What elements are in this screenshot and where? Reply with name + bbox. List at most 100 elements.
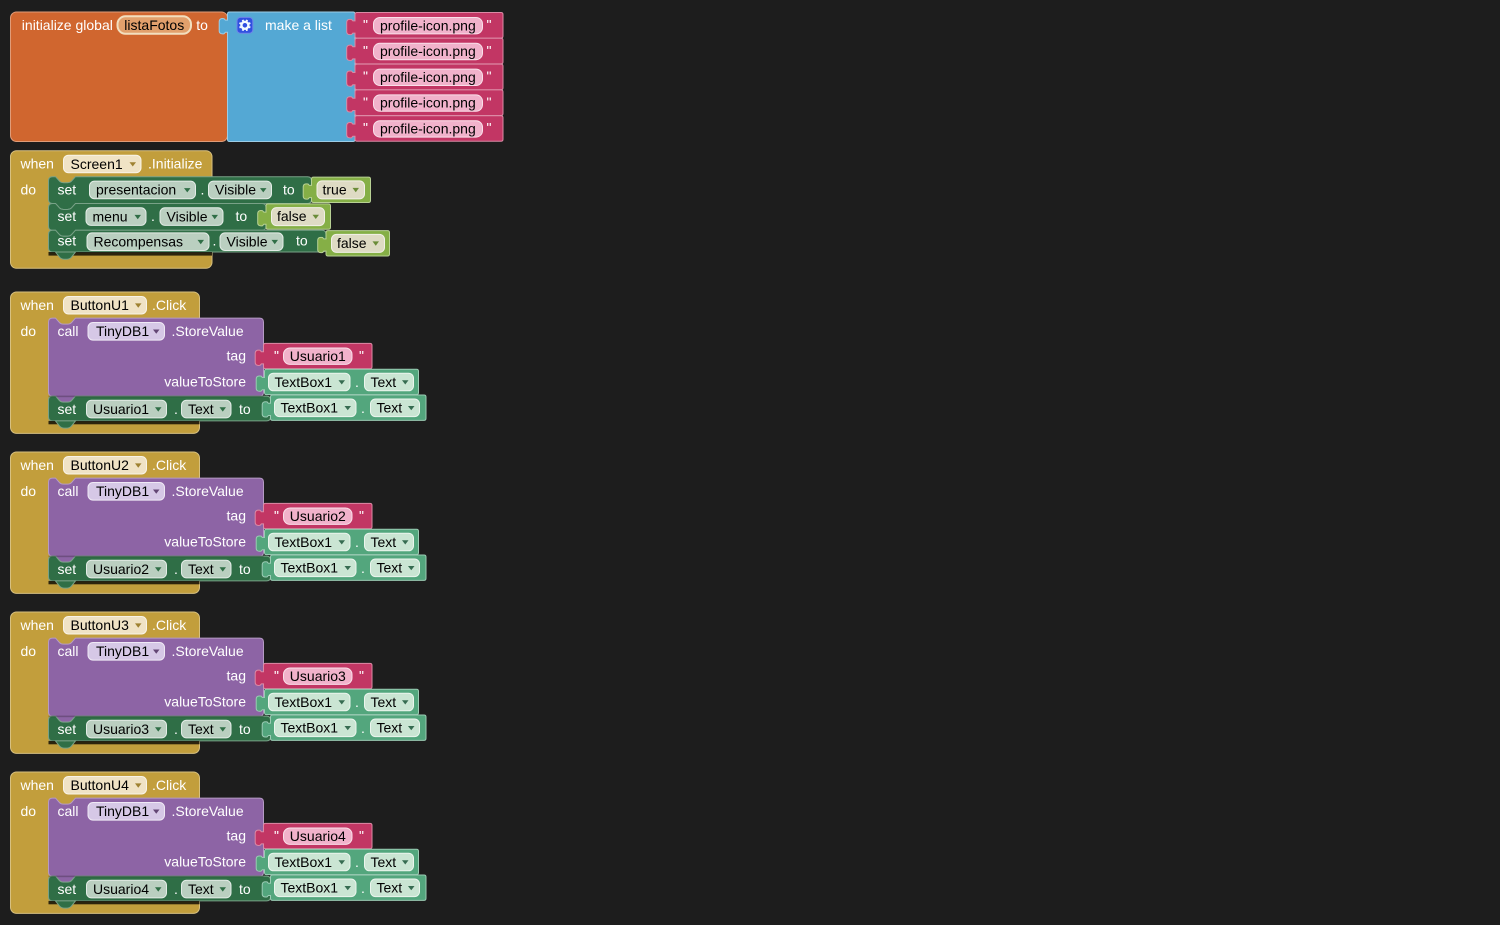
svg-text:profile-icon.png: profile-icon.png [380, 121, 476, 137]
svg-text:.: . [361, 400, 365, 416]
svg-text:Usuario3: Usuario3 [93, 721, 149, 737]
svg-text:": " [359, 827, 364, 843]
svg-text:.: . [361, 560, 365, 576]
svg-text:.: . [151, 208, 155, 224]
svg-text:.StoreValue: .StoreValue [172, 803, 244, 819]
svg-text:do: do [21, 803, 37, 819]
svg-text:set: set [58, 881, 77, 897]
svg-text:ButtonU4: ButtonU4 [71, 777, 130, 793]
svg-text:.: . [355, 694, 359, 710]
svg-text:TextBox1: TextBox1 [275, 694, 333, 710]
svg-text:call: call [58, 803, 79, 819]
svg-text:Usuario1: Usuario1 [93, 401, 149, 417]
svg-text:.: . [201, 182, 205, 198]
svg-text:.: . [355, 374, 359, 390]
svg-text:tag: tag [227, 668, 246, 684]
svg-text:call: call [58, 323, 79, 339]
svg-text:TextBox1: TextBox1 [281, 400, 339, 416]
svg-text:": " [487, 94, 492, 110]
svg-text:Text: Text [377, 560, 403, 576]
svg-text:": " [274, 347, 279, 363]
svg-text:to: to [239, 401, 251, 417]
svg-text:to: to [196, 17, 208, 33]
svg-text:.: . [174, 401, 178, 417]
svg-text:": " [359, 347, 364, 363]
svg-text:Text: Text [188, 721, 214, 737]
svg-text:": " [363, 120, 368, 136]
svg-text:when: when [20, 156, 54, 172]
svg-text:profile-icon.png: profile-icon.png [380, 95, 476, 111]
svg-text:Text: Text [188, 561, 214, 577]
svg-text:valueToStore: valueToStore [164, 694, 246, 710]
svg-text:.: . [174, 881, 178, 897]
svg-text:Usuario1: Usuario1 [290, 348, 346, 364]
svg-text:tag: tag [227, 348, 246, 364]
svg-text:menu: menu [93, 209, 128, 225]
svg-text:TextBox1: TextBox1 [281, 880, 339, 896]
svg-text:ButtonU1: ButtonU1 [71, 297, 130, 313]
svg-text:TinyDB1: TinyDB1 [96, 803, 149, 819]
svg-text:do: do [21, 643, 37, 659]
svg-text:.StoreValue: .StoreValue [172, 643, 244, 659]
svg-text:": " [487, 17, 492, 33]
svg-text:set: set [58, 721, 77, 737]
svg-text:.Click: .Click [152, 297, 187, 313]
svg-text:": " [363, 94, 368, 110]
svg-text:to: to [239, 721, 251, 737]
svg-text:to: to [236, 208, 248, 224]
svg-text:TextBox1: TextBox1 [275, 534, 333, 550]
svg-text:profile-icon.png: profile-icon.png [380, 43, 476, 59]
svg-text:call: call [58, 483, 79, 499]
svg-text:.Click: .Click [152, 457, 187, 473]
svg-text:TinyDB1: TinyDB1 [96, 483, 149, 499]
svg-text:tag: tag [227, 828, 246, 844]
svg-text:do: do [21, 483, 37, 499]
svg-text:do: do [21, 323, 37, 339]
svg-text:when: when [20, 457, 54, 473]
svg-text:.: . [361, 720, 365, 736]
svg-text:listaFotos: listaFotos [124, 17, 184, 33]
svg-text:when: when [20, 617, 54, 633]
svg-text:call: call [58, 643, 79, 659]
svg-text:ButtonU2: ButtonU2 [71, 457, 130, 473]
svg-text:TinyDB1: TinyDB1 [96, 323, 149, 339]
svg-text:false: false [277, 208, 307, 224]
svg-text:.: . [355, 534, 359, 550]
svg-text:": " [274, 827, 279, 843]
svg-text:profile-icon.png: profile-icon.png [380, 69, 476, 85]
svg-text:.Initialize: .Initialize [148, 156, 203, 172]
svg-text:.Click: .Click [152, 777, 187, 793]
svg-text:Text: Text [188, 401, 214, 417]
svg-text:.: . [361, 880, 365, 896]
svg-text:TextBox1: TextBox1 [281, 560, 339, 576]
svg-text:Usuario4: Usuario4 [93, 881, 149, 897]
svg-text:TextBox1: TextBox1 [275, 374, 333, 390]
svg-text:.StoreValue: .StoreValue [172, 323, 244, 339]
svg-text:.Click: .Click [152, 617, 187, 633]
svg-text:set: set [58, 233, 77, 249]
svg-text:Recompensas: Recompensas [94, 234, 184, 250]
svg-text:false: false [337, 235, 367, 251]
svg-text:.: . [174, 561, 178, 577]
svg-text:Visible: Visible [167, 209, 208, 225]
svg-text:Text: Text [377, 720, 403, 736]
svg-text:set: set [58, 208, 77, 224]
svg-text:set: set [58, 182, 77, 198]
svg-text:TextBox1: TextBox1 [281, 720, 339, 736]
svg-text:profile-icon.png: profile-icon.png [380, 17, 476, 33]
svg-text:Text: Text [371, 854, 397, 870]
svg-text:set: set [58, 401, 77, 417]
svg-text:": " [359, 507, 364, 523]
svg-text:set: set [58, 561, 77, 577]
svg-text:Text: Text [188, 881, 214, 897]
svg-text:.: . [174, 721, 178, 737]
svg-text:": " [487, 68, 492, 84]
svg-text:when: when [20, 777, 54, 793]
svg-text:": " [487, 42, 492, 58]
svg-text:Screen1: Screen1 [71, 156, 123, 172]
svg-text:valueToStore: valueToStore [164, 534, 246, 550]
svg-text:Visible: Visible [215, 182, 256, 198]
svg-text:make a list: make a list [265, 17, 332, 33]
svg-text:to: to [239, 881, 251, 897]
svg-text:.StoreValue: .StoreValue [172, 483, 244, 499]
